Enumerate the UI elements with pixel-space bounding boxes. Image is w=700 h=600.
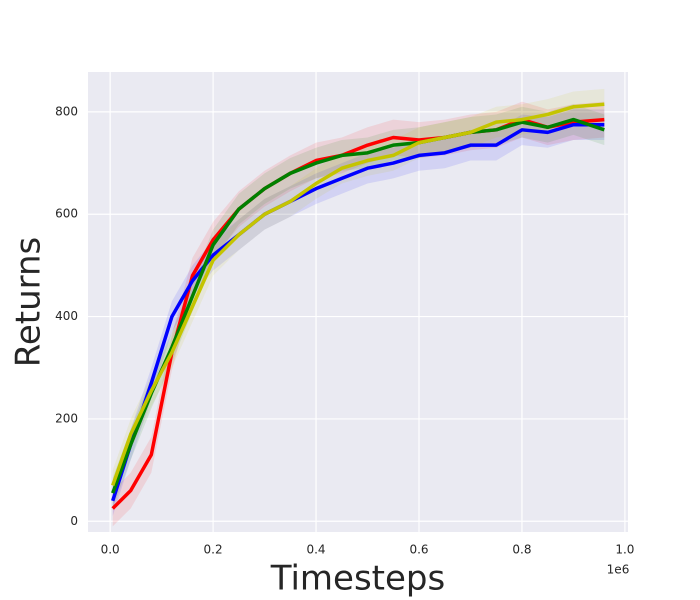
x-axis-label: Timesteps (270, 559, 445, 599)
x-tick-label: 0.2 (204, 543, 223, 557)
confidence-band (112, 101, 605, 527)
series-line (111, 102, 605, 487)
confidence-band (112, 104, 605, 509)
x-tick-label: 0.4 (306, 543, 325, 557)
y-tick-label: 600 (55, 207, 78, 221)
series-line (111, 122, 605, 502)
y-tick-label: 800 (55, 104, 78, 118)
series-line (111, 117, 605, 494)
x-tick-label: 0.6 (409, 543, 428, 557)
y-tick-label: 0 (70, 514, 78, 528)
x-tick-label: 1.0 (615, 543, 634, 557)
y-tick-label: 400 (55, 309, 78, 323)
y-tick-label: 200 (55, 411, 78, 425)
x-offset-label: 1e6 (607, 563, 630, 577)
y-axis-label: Returns (9, 237, 49, 368)
x-tick-label: 0.8 (512, 543, 531, 557)
x-tick-label: 0.0 (101, 543, 120, 557)
